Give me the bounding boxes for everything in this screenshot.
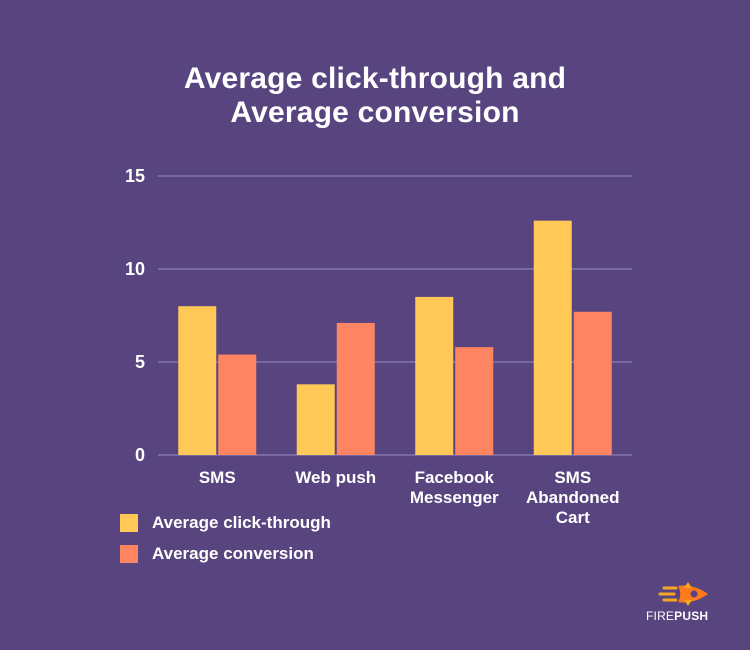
x-category-label-line: Messenger bbox=[410, 488, 499, 507]
bar bbox=[455, 347, 494, 455]
legend-item-click-through: Average click-through bbox=[120, 512, 331, 534]
bar bbox=[296, 384, 335, 455]
x-category-label: SMS bbox=[199, 468, 236, 487]
bar bbox=[178, 306, 217, 455]
chart-title-line-2: Average conversion bbox=[230, 96, 520, 129]
x-category-label-line: SMS bbox=[199, 468, 236, 487]
brand-name-part2: PUSH bbox=[674, 609, 709, 623]
chart-title: Average click-through and Average conver… bbox=[0, 62, 750, 130]
y-tick-label: 10 bbox=[125, 259, 145, 279]
x-category-label-line: Facebook bbox=[415, 468, 495, 487]
x-category-label: Facebook Messenger bbox=[410, 468, 499, 507]
legend-label-conversion: Average conversion bbox=[152, 544, 314, 563]
legend-label-click-through: Average click-through bbox=[152, 513, 331, 532]
rocket-icon bbox=[658, 582, 708, 606]
legend-swatch-conversion bbox=[120, 545, 138, 563]
x-category-label-line: Abandoned bbox=[526, 488, 620, 507]
y-tick-label: 15 bbox=[125, 166, 145, 186]
x-category-label-line: SMS bbox=[554, 468, 591, 487]
legend-swatch-click-through bbox=[120, 514, 138, 532]
x-category-label: Web push bbox=[295, 468, 376, 487]
brand-name-part1: FIRE bbox=[646, 609, 675, 623]
bar bbox=[415, 296, 454, 455]
bar bbox=[218, 354, 257, 455]
firepush-logo: FIREPUSH bbox=[646, 580, 716, 630]
x-category-label-line: Cart bbox=[556, 508, 590, 527]
legend: Average click-through Average conversion bbox=[120, 512, 331, 574]
bar bbox=[336, 322, 375, 455]
bar bbox=[533, 220, 572, 455]
brand-name: FIREPUSH bbox=[646, 609, 708, 623]
chart-title-line-1: Average click-through and bbox=[183, 62, 567, 95]
y-tick-label: 0 bbox=[135, 445, 145, 465]
bar bbox=[573, 311, 612, 455]
x-category-label-line: Web push bbox=[295, 468, 376, 487]
y-tick-label: 5 bbox=[135, 352, 145, 372]
legend-item-conversion: Average conversion bbox=[120, 543, 331, 565]
x-category-label: SMS Abandoned Cart bbox=[526, 468, 620, 527]
